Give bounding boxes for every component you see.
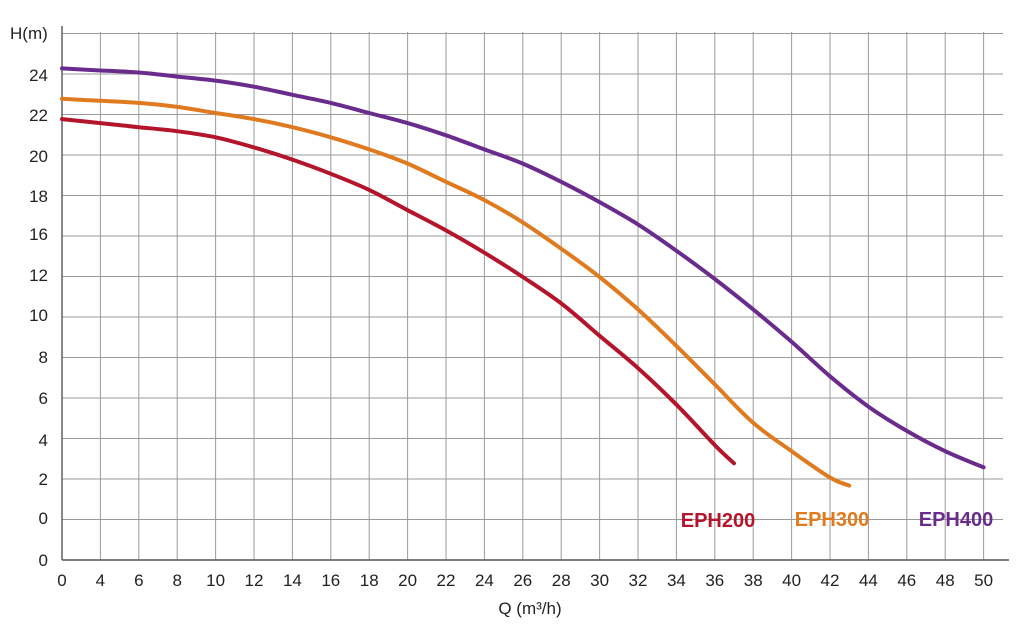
series-curves xyxy=(60,66,986,488)
x-tick-label: 50 xyxy=(974,571,993,590)
x-tick-label: 32 xyxy=(629,571,648,590)
y-tick-label: 10 xyxy=(29,306,48,325)
y-tick-label: 6 xyxy=(39,389,48,408)
y-tick-label: 18 xyxy=(29,187,48,206)
x-tick-label: 26 xyxy=(513,571,532,590)
x-tick-label: 40 xyxy=(782,571,801,590)
x-tick-label: 44 xyxy=(859,571,878,590)
x-tick-label: 48 xyxy=(936,571,955,590)
series-labels: EPH200 EPH300 EPH400 xyxy=(681,509,994,532)
y-tick-label: 12 xyxy=(29,266,48,285)
x-axis-label: Q (m³/h) xyxy=(498,599,561,618)
x-tick-label: 6 xyxy=(134,571,143,590)
y-tick-label: 8 xyxy=(39,348,48,367)
series-label-eph300: EPH300 xyxy=(795,509,870,531)
y-tick-label: 2 xyxy=(39,470,48,489)
x-tick-label: 16 xyxy=(321,571,340,590)
x-tick-label: 14 xyxy=(283,571,302,590)
series-label-eph200: EPH200 xyxy=(681,510,756,532)
y-tick-label: 20 xyxy=(29,147,48,166)
y-tick-label: 16 xyxy=(29,225,48,244)
x-tick-label: 42 xyxy=(821,571,840,590)
x-tick-label: 34 xyxy=(667,571,686,590)
y-axis-label: H(m) xyxy=(10,24,48,43)
series-line-eph400 xyxy=(60,66,986,470)
x-tick-label: 28 xyxy=(552,571,571,590)
axes xyxy=(61,26,1009,561)
x-tick-label: 30 xyxy=(590,571,609,590)
x-tick-labels: 0 4 6 8 10 12 14 16 18 20 22 24 26 28 30 32 34 36 38 40 42 44… xyxy=(57,571,993,590)
x-tick-label: 10 xyxy=(206,571,225,590)
y-tick-label: 4 xyxy=(39,431,48,450)
x-tick-label: 22 xyxy=(437,571,456,590)
y-tick-label: 24 xyxy=(29,66,48,85)
x-tick-label: 46 xyxy=(897,571,916,590)
x-tick-label: 12 xyxy=(245,571,264,590)
x-tick-label: 8 xyxy=(172,571,181,590)
y-tick-label: 0 xyxy=(39,551,48,570)
series-label-eph400: EPH400 xyxy=(919,509,994,531)
x-tick-label: 4 xyxy=(96,571,105,590)
x-tick-label: 20 xyxy=(398,571,417,590)
series-line-eph300 xyxy=(60,96,852,488)
x-tick-label: 38 xyxy=(744,571,763,590)
x-tick-label: 36 xyxy=(705,571,724,590)
x-tick-label: 18 xyxy=(360,571,379,590)
y-tick-label: 22 xyxy=(29,106,48,125)
series-line-eph200 xyxy=(60,117,736,466)
x-tick-label: 24 xyxy=(475,571,494,590)
x-tick-label: 0 xyxy=(57,571,66,590)
y-tick-label: 0 xyxy=(39,509,48,528)
